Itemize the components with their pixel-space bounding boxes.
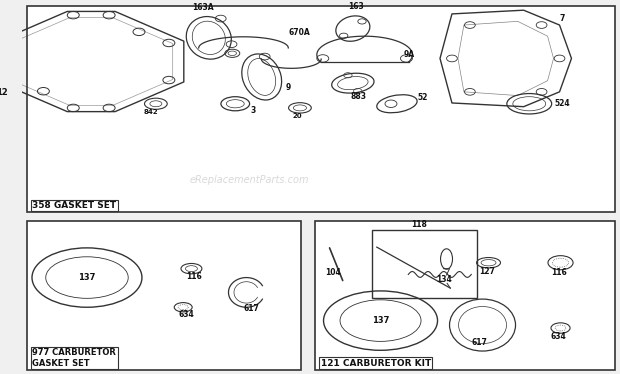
Text: 104: 104 xyxy=(325,268,340,277)
Text: 163A: 163A xyxy=(192,3,214,12)
Bar xyxy=(314,221,614,370)
Text: 118: 118 xyxy=(411,220,427,229)
Text: 358 GASKET SET: 358 GASKET SET xyxy=(32,201,117,210)
Text: 883: 883 xyxy=(351,92,367,101)
Text: 52: 52 xyxy=(418,93,428,102)
Text: 20: 20 xyxy=(292,113,302,119)
Text: 617: 617 xyxy=(243,304,259,313)
Text: 3: 3 xyxy=(250,106,256,115)
Text: 163: 163 xyxy=(348,2,364,11)
Text: 524: 524 xyxy=(555,99,570,108)
Text: 116: 116 xyxy=(551,267,567,277)
Text: 670A: 670A xyxy=(288,28,310,37)
Text: 9A: 9A xyxy=(404,50,415,59)
Text: 134: 134 xyxy=(436,275,451,284)
Text: 634: 634 xyxy=(551,332,567,341)
Text: 127: 127 xyxy=(479,267,495,276)
Text: 137: 137 xyxy=(372,316,389,325)
Bar xyxy=(27,6,614,212)
Text: 9: 9 xyxy=(286,83,291,92)
Text: 116: 116 xyxy=(187,272,202,281)
Bar xyxy=(27,221,301,370)
Text: 7: 7 xyxy=(559,14,565,23)
Text: 121 CARBURETOR KIT: 121 CARBURETOR KIT xyxy=(321,359,431,368)
Text: 842: 842 xyxy=(144,109,159,115)
Text: 634: 634 xyxy=(179,310,194,319)
Text: 137: 137 xyxy=(78,273,95,282)
Bar xyxy=(371,230,477,298)
Text: 977 CARBURETOR
GASKET SET: 977 CARBURETOR GASKET SET xyxy=(32,348,117,368)
Text: 12: 12 xyxy=(0,88,7,97)
Text: eReplacementParts.com: eReplacementParts.com xyxy=(189,175,309,186)
Text: 617: 617 xyxy=(472,338,487,347)
